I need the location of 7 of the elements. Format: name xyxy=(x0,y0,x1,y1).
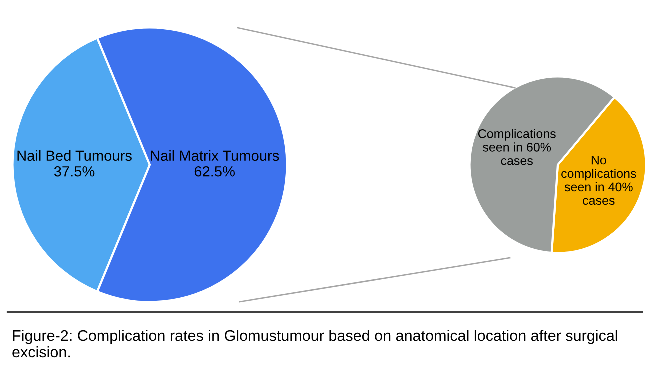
data-label: 37.5% xyxy=(54,166,95,177)
text: Figure-2: Complication rates in Glomustumour based on anatomical location after surgical excision. xyxy=(12,330,618,358)
slice-label: Nail Matrix Tumours xyxy=(151,150,280,162)
slice-label: Complications seen in 60% cases xyxy=(478,129,556,166)
data-label: 62.5% xyxy=(194,166,235,177)
slice-label: Nail Bed Tumours xyxy=(18,150,132,162)
slice-label: No complications seen in 40% cases xyxy=(562,156,636,206)
